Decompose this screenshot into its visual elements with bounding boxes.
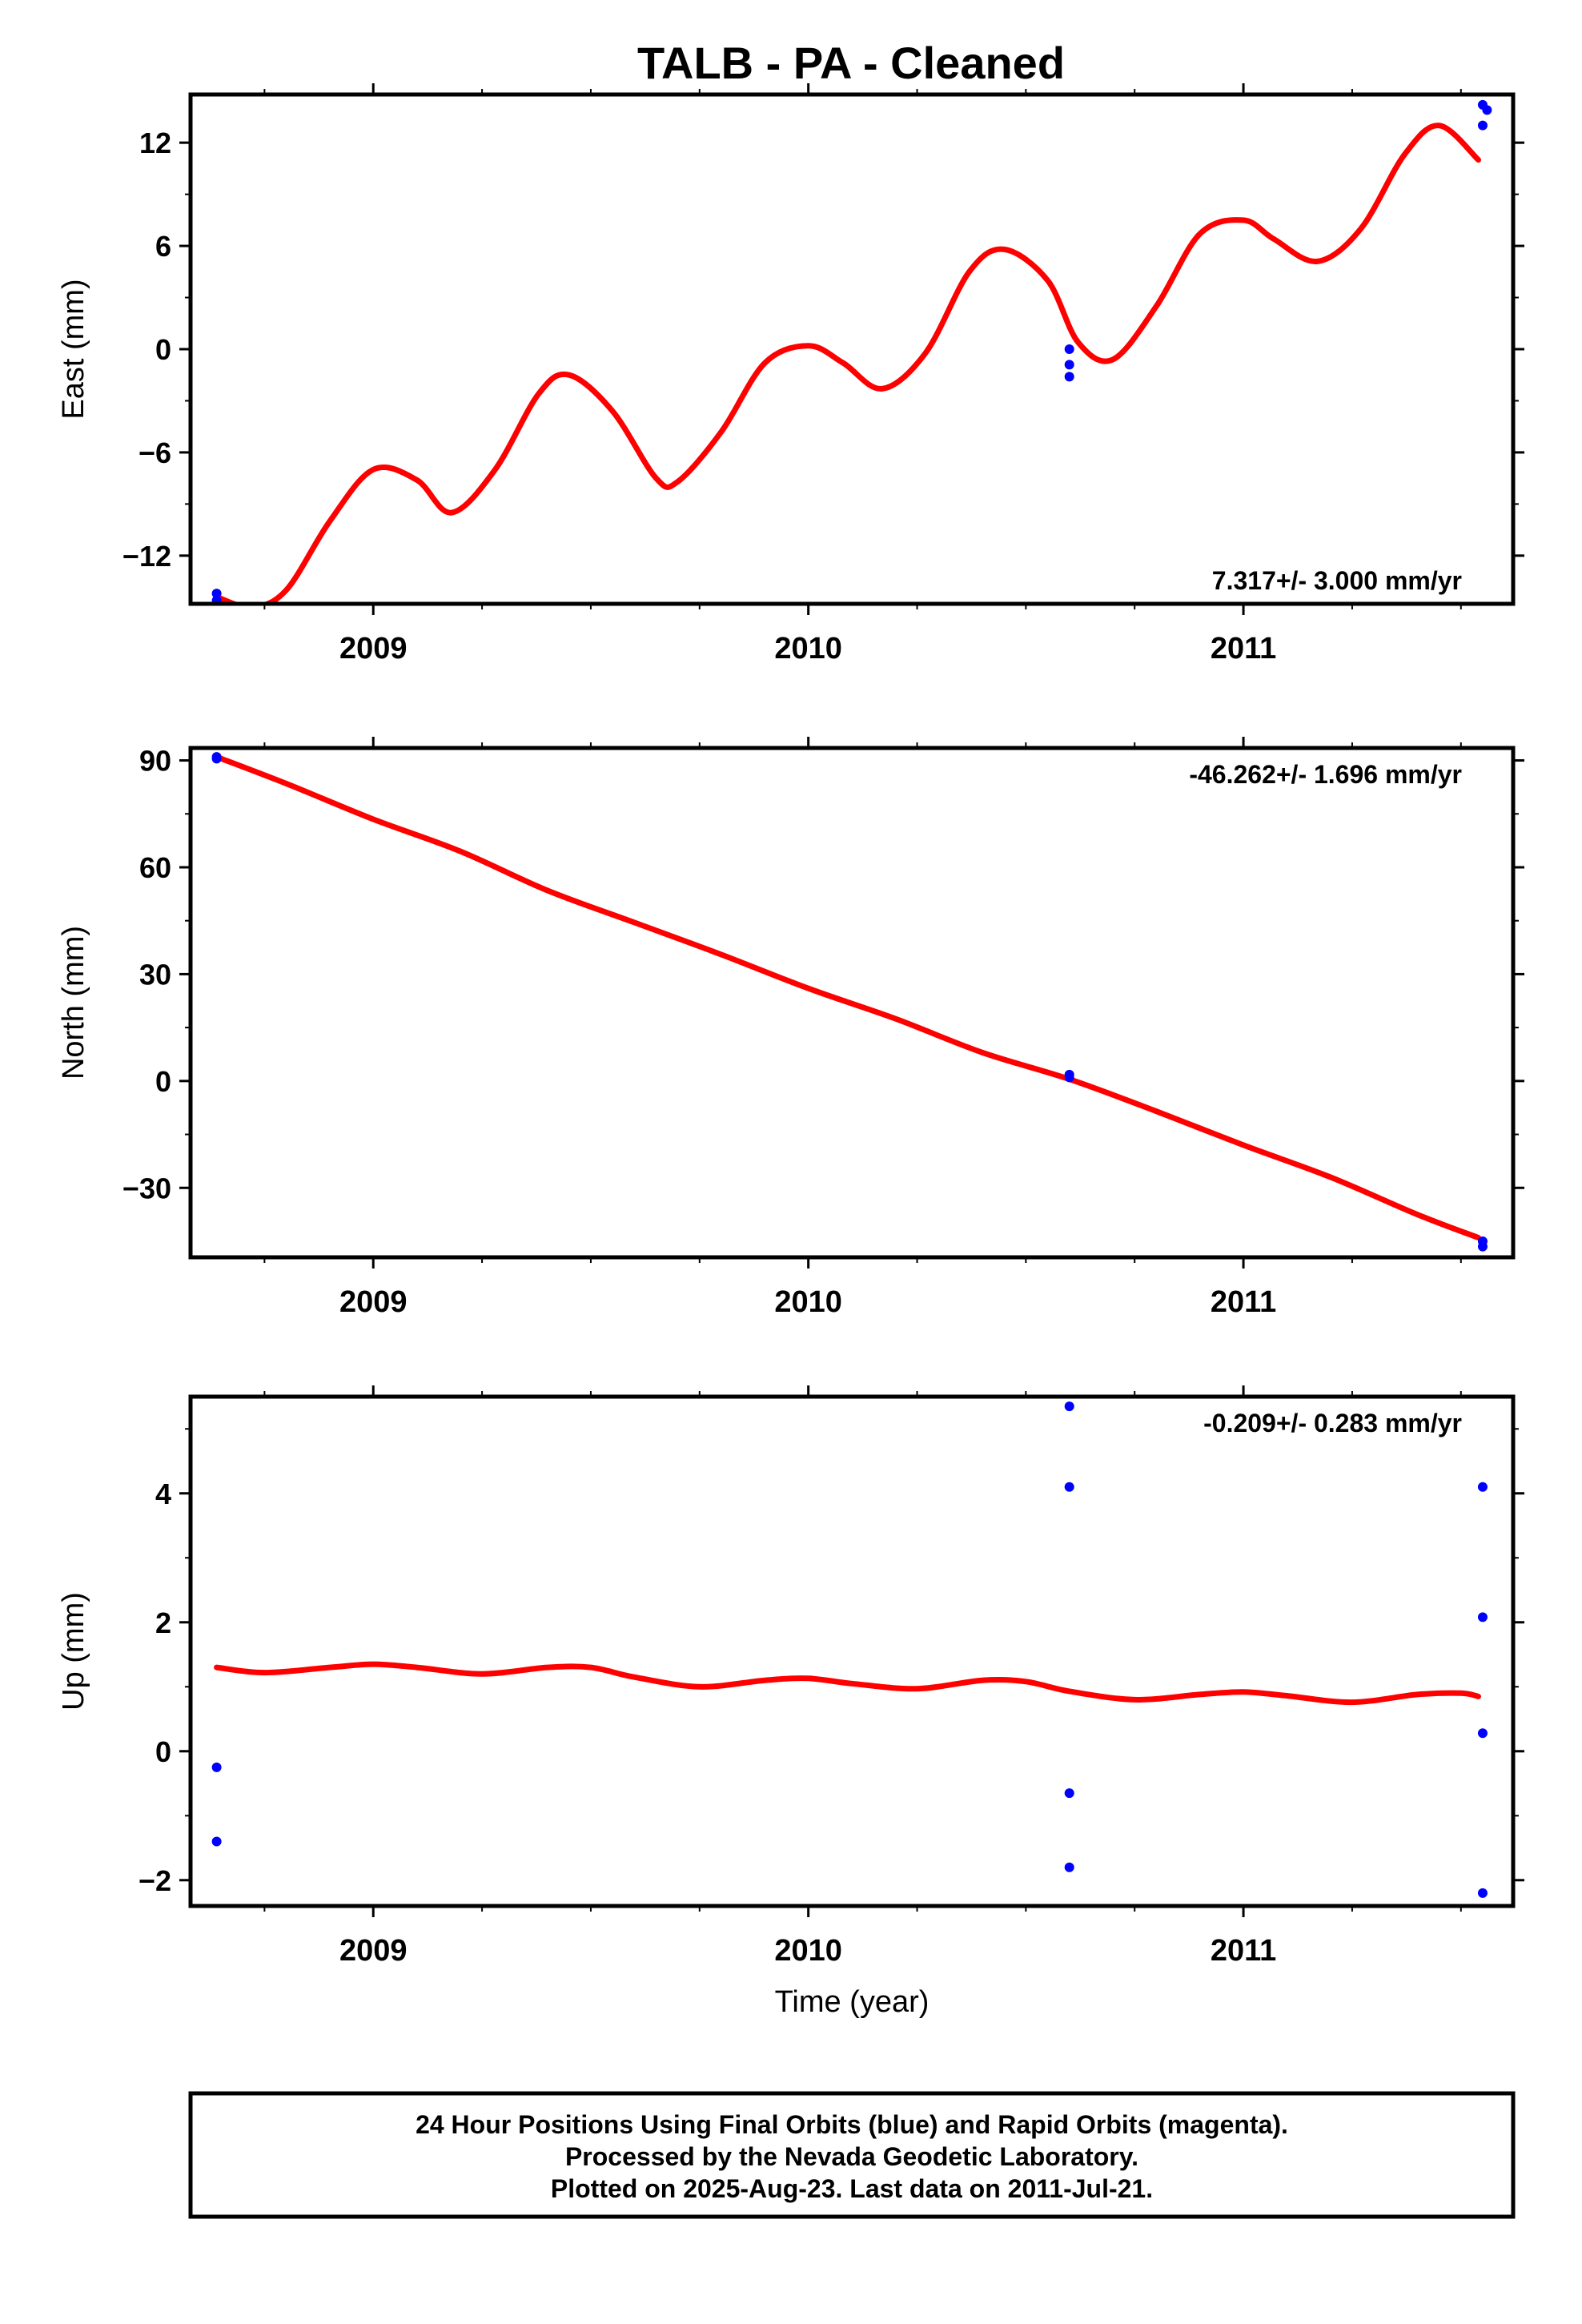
- data-point-up: [211, 1836, 222, 1847]
- data-point-north: [1064, 1072, 1074, 1083]
- x-tick-label: 2011: [1211, 1285, 1276, 1319]
- rate-annotation-up: -0.209+/- 0.283 mm/yr: [1203, 1409, 1462, 1437]
- x-tick-label: 2011: [1211, 1934, 1276, 1968]
- footer-line-3: Plotted on 2025-Aug-23. Last data on 201…: [551, 2174, 1153, 2203]
- x-tick-label: 2010: [774, 1934, 842, 1968]
- data-point-north: [211, 754, 222, 764]
- x-tick-label: 2009: [339, 1934, 408, 1968]
- panels: −12 −6 0 6 12 2009 2010 2011 7.317+/- 3.000 mm/y…: [57, 83, 1524, 2019]
- data-point-up: [1477, 1612, 1488, 1622]
- model-curve-east: [214, 123, 1481, 604]
- x-tick-label: 2011: [1211, 632, 1276, 665]
- model-curve-north: [214, 754, 1481, 1240]
- footer-line-1: 24 Hour Positions Using Final Orbits (bl…: [416, 2110, 1288, 2139]
- figure-title: TALB - PA - Cleaned: [637, 38, 1065, 88]
- y-tick-label: 0: [155, 1065, 171, 1098]
- data-point-up: [1064, 1788, 1074, 1799]
- y-tick-label: 60: [139, 851, 171, 884]
- x-tick-label: 2010: [774, 632, 842, 665]
- panel-up: −2 0 2 4 2009 2010 2011 -0.209+/- 0.283 mm/yr Up…: [57, 1385, 1524, 2019]
- data-point-up: [1477, 1482, 1488, 1492]
- panel-north-frame: [188, 746, 1516, 1260]
- data-point-north: [1477, 1241, 1488, 1252]
- data-point-east: [1064, 344, 1074, 354]
- y-tick-label: 0: [155, 1735, 171, 1768]
- data-point-up: [1064, 1401, 1074, 1412]
- data-point-east: [211, 589, 222, 599]
- data-point-east: [1064, 360, 1074, 370]
- panel-north-data: [211, 752, 1488, 1252]
- panel-east: −12 −6 0 6 12 2009 2010 2011 7.317+/- 3.000 mm/y…: [57, 83, 1524, 665]
- footer-box: 24 Hour Positions Using Final Orbits (bl…: [188, 2091, 1516, 2219]
- y-tick-label: 2: [155, 1606, 171, 1639]
- x-tick-label: 2009: [339, 632, 408, 665]
- y-tick-label: 4: [155, 1478, 171, 1510]
- data-point-east: [1064, 372, 1074, 382]
- data-point-up: [1477, 1888, 1488, 1898]
- y-tick-label: −30: [122, 1172, 171, 1204]
- data-point-east: [1477, 120, 1488, 131]
- panel-east-data: [211, 99, 1492, 604]
- data-point-up: [1064, 1862, 1074, 1872]
- y-tick-label: 30: [139, 958, 171, 991]
- rate-annotation-north: -46.262+/- 1.696 mm/yr: [1189, 760, 1462, 789]
- y-axis-label-east: East (mm): [57, 279, 90, 419]
- data-point-up: [1477, 1728, 1488, 1739]
- y-tick-label: 12: [139, 127, 171, 159]
- model-curve-up: [214, 1661, 1481, 1706]
- data-point-east: [211, 595, 222, 604]
- y-tick-label: 0: [155, 333, 171, 366]
- y-tick-label: 90: [139, 745, 171, 778]
- footer-frame: [188, 2091, 1516, 2219]
- rate-annotation-east: 7.317+/- 3.000 mm/yr: [1212, 566, 1462, 595]
- panel-east-frame: [188, 92, 1516, 606]
- y-tick-label: −2: [139, 1864, 171, 1897]
- y-axis-label-up: Up (mm): [57, 1592, 90, 1711]
- data-point-up: [211, 1762, 222, 1772]
- data-point-east: [1482, 105, 1492, 115]
- panel-north: −30 0 30 60 90 2009 2010 2011 -46.262+/- 1.696 m…: [57, 737, 1524, 1319]
- x-axis-label: Time (year): [775, 1985, 930, 2019]
- y-axis-label-north: North (mm): [57, 926, 90, 1080]
- y-tick-label: 6: [155, 230, 171, 263]
- x-tick-label: 2010: [774, 1285, 842, 1319]
- panel-up-data: [211, 1401, 1488, 1898]
- data-point-up: [1064, 1482, 1074, 1492]
- x-tick-label: 2009: [339, 1285, 408, 1319]
- y-tick-label: −6: [139, 436, 171, 469]
- footer-line-2: Processed by the Nevada Geodetic Laborat…: [565, 2142, 1138, 2171]
- y-tick-label: −12: [122, 540, 171, 573]
- panel-up-frame: [188, 1394, 1516, 1908]
